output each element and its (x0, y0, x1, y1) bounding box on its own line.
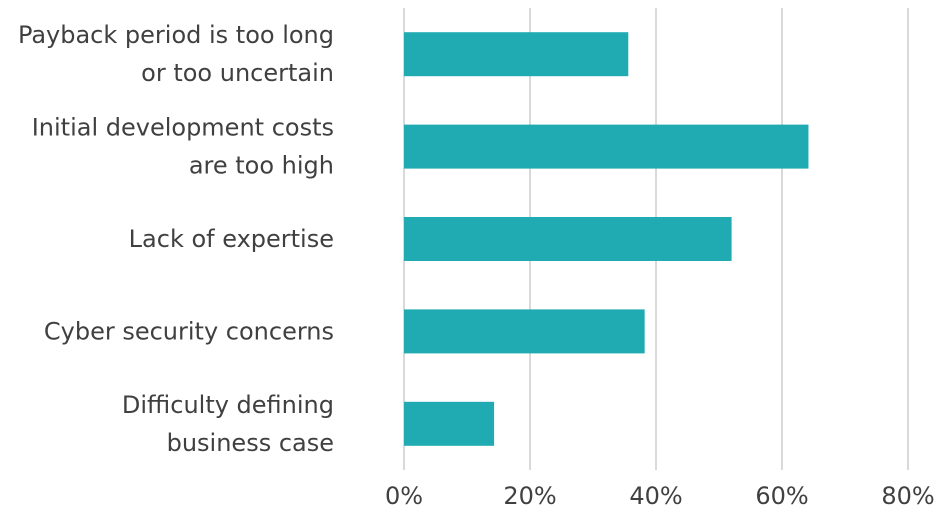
category-label: Cyber security concerns (44, 317, 334, 345)
x-tick-label: 60% (755, 482, 808, 510)
category-label-line: business case (167, 429, 334, 457)
x-tick-label: 0% (385, 482, 423, 510)
category-label: Initial development costs are too high (32, 114, 334, 180)
category-label-line: or too uncertain (141, 59, 334, 87)
x-tick-label: 80% (881, 482, 934, 510)
x-axis-tick-labels: 0% 20% 40% 60% 80% (385, 482, 935, 510)
x-tick-label: 40% (629, 482, 682, 510)
bars (404, 32, 809, 446)
category-label-line: Lack of expertise (129, 225, 334, 253)
bar (404, 32, 629, 77)
bar (404, 309, 645, 354)
category-label-line: Payback period is too long (18, 21, 334, 49)
category-label: Lack of expertise (129, 225, 334, 253)
bar (404, 401, 495, 446)
category-label-line: are too high (189, 152, 334, 180)
x-tick-label: 20% (503, 482, 556, 510)
category-labels: Payback period is too long or too uncerta… (18, 21, 334, 457)
category-label-line: Cyber security concerns (44, 317, 334, 345)
category-label-line: Initial development costs (32, 114, 334, 142)
bar (404, 217, 732, 261)
category-label: Payback period is too long or too uncerta… (18, 21, 334, 87)
bar (404, 124, 809, 169)
category-label-line: Difficulty defining (122, 391, 334, 419)
category-label: Difficulty defining business case (122, 391, 334, 457)
